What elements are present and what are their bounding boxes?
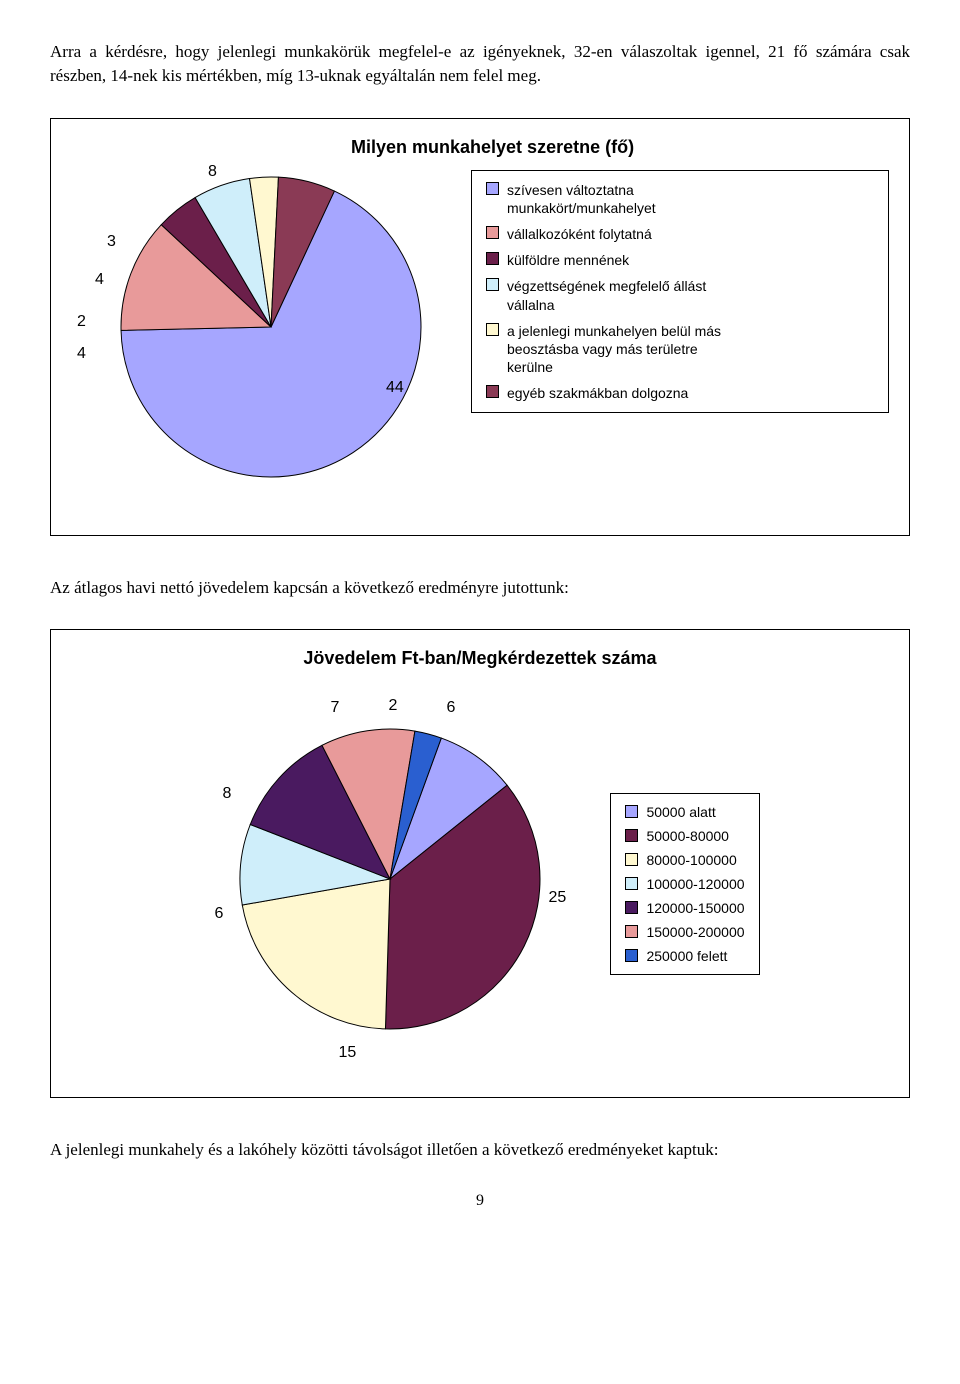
pie-value-label: 6	[446, 699, 455, 717]
legend-item: a jelenlegi munkahelyen belül más beoszt…	[486, 322, 874, 377]
legend-item: 50000 alatt	[625, 804, 744, 820]
intro-paragraph: Arra a kérdésre, hogy jelenlegi munkakör…	[50, 40, 910, 88]
pie-value-label: 44	[386, 379, 404, 397]
page-number: 9	[50, 1192, 910, 1210]
chart2-pie-svg	[200, 689, 580, 1079]
chart2-pie-wrap: 7 2 6 8 6 25 15	[200, 689, 580, 1079]
legend-swatch	[486, 385, 499, 398]
legend-label: vállalkozóként folytatná	[507, 225, 652, 243]
legend-swatch	[625, 925, 638, 938]
chart1-pie-svg	[71, 137, 471, 517]
pie-value-label: 6	[214, 905, 223, 923]
legend-item: 250000 felett	[625, 948, 744, 964]
legend-swatch	[625, 829, 638, 842]
legend-label: a jelenlegi munkahelyen belül más beoszt…	[507, 322, 727, 377]
legend-swatch	[486, 278, 499, 291]
chart1-container: 8342444 Milyen munkahelyet szeretne (fő)…	[50, 118, 910, 536]
legend-swatch	[625, 949, 638, 962]
legend-label: 50000-80000	[646, 828, 729, 844]
legend-label: 150000-200000	[646, 924, 744, 940]
legend-item: vállalkozóként folytatná	[486, 225, 874, 243]
pie-value-label: 3	[107, 233, 116, 251]
legend-item: egyéb szakmákban dolgozna	[486, 384, 874, 402]
pie-value-label: 8	[222, 785, 231, 803]
chart2-title: Jövedelem Ft-ban/Megkérdezettek száma	[303, 648, 656, 669]
mid-paragraph: Az átlagos havi nettó jövedelem kapcsán …	[50, 576, 910, 600]
legend-item: végzettségének megfelelő állást vállalna	[486, 277, 874, 313]
legend-swatch	[486, 252, 499, 265]
legend-item: 150000-200000	[625, 924, 744, 940]
legend-item: szívesen változtatna munkakört/munkahely…	[486, 181, 874, 217]
legend-swatch	[625, 805, 638, 818]
legend-label: 100000-120000	[646, 876, 744, 892]
legend-item: külföldre mennének	[486, 251, 874, 269]
legend-label: 250000 felett	[646, 948, 727, 964]
legend-swatch	[625, 877, 638, 890]
legend-swatch	[625, 901, 638, 914]
legend-swatch	[486, 226, 499, 239]
legend-label: végzettségének megfelelő állást vállalna	[507, 277, 727, 313]
legend-swatch	[486, 323, 499, 336]
chart2-container: Jövedelem Ft-ban/Megkérdezettek száma 7 2…	[50, 629, 910, 1098]
end-paragraph: A jelenlegi munkahely és a lakóhely közö…	[50, 1138, 910, 1162]
legend-item: 100000-120000	[625, 876, 744, 892]
pie-value-label: 4	[77, 345, 86, 363]
legend-label: 80000-100000	[646, 852, 736, 868]
legend-swatch	[486, 182, 499, 195]
legend-label: külföldre mennének	[507, 251, 629, 269]
pie-value-label: 8	[208, 163, 217, 181]
pie-value-label: 2	[388, 697, 397, 715]
pie-value-label: 15	[338, 1044, 356, 1062]
legend-label: szívesen változtatna munkakört/munkahely…	[507, 181, 727, 217]
chart2-legend: 50000 alatt 50000-80000 80000-100000 100000…	[610, 793, 759, 975]
pie-value-label: 25	[548, 889, 566, 907]
pie-value-label: 4	[95, 271, 104, 289]
legend-label: egyéb szakmákban dolgozna	[507, 384, 688, 402]
pie-value-label: 7	[330, 699, 339, 717]
legend-label: 50000 alatt	[646, 804, 715, 820]
legend-item: 80000-100000	[625, 852, 744, 868]
chart1-pie-wrap: 8342444	[71, 137, 471, 517]
legend-item: 120000-150000	[625, 900, 744, 916]
legend-item: 50000-80000	[625, 828, 744, 844]
legend-swatch	[625, 853, 638, 866]
legend-label: 120000-150000	[646, 900, 744, 916]
chart1-legend: szívesen változtatna munkakört/munkahely…	[471, 170, 889, 414]
pie-value-label: 2	[77, 313, 86, 331]
